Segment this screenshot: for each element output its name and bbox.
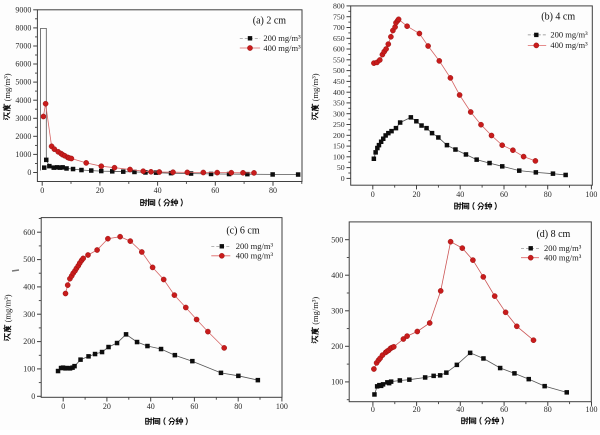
svg-text:100: 100 (331, 378, 343, 387)
svg-text:500: 500 (23, 255, 35, 264)
svg-text:(c) 6 cm: (c) 6 cm (226, 226, 260, 237)
svg-text:400: 400 (331, 271, 343, 280)
svg-text:500: 500 (333, 66, 345, 75)
svg-text:400 mg/m³: 400 mg/m³ (550, 40, 588, 50)
svg-text:600: 600 (23, 228, 35, 237)
svg-text:5000: 5000 (15, 78, 31, 87)
svg-text:400: 400 (23, 283, 35, 292)
svg-text:80: 80 (234, 402, 242, 411)
svg-text:60: 60 (500, 405, 508, 414)
svg-text:600: 600 (333, 45, 345, 54)
svg-text:7000: 7000 (15, 42, 31, 51)
svg-text:200: 200 (333, 131, 345, 140)
svg-text:650: 650 (333, 34, 345, 43)
svg-text:100: 100 (333, 152, 345, 161)
svg-text:100: 100 (586, 405, 598, 414)
svg-text:2000: 2000 (15, 132, 31, 141)
svg-text:200 mg/m³: 200 mg/m³ (263, 33, 301, 43)
svg-text:1000: 1000 (15, 150, 31, 159)
svg-text:(d) 8 cm: (d) 8 cm (536, 229, 570, 240)
svg-text:8000: 8000 (15, 24, 31, 33)
svg-text:(a) 2 cm: (a) 2 cm (253, 16, 287, 27)
svg-text:0: 0 (61, 402, 65, 411)
svg-text:60: 60 (190, 402, 198, 411)
svg-text:0: 0 (371, 405, 375, 414)
svg-text:40: 40 (456, 190, 464, 199)
svg-text:100: 100 (23, 365, 35, 374)
svg-text:60: 60 (211, 186, 219, 195)
svg-text:150: 150 (333, 142, 345, 151)
svg-text:40: 40 (456, 405, 464, 414)
svg-text:200 mg/m³: 200 mg/m³ (550, 30, 588, 40)
svg-text:60: 60 (500, 190, 508, 199)
svg-text:80: 80 (544, 190, 552, 199)
svg-text:80: 80 (269, 186, 277, 195)
svg-text:0: 0 (341, 174, 345, 183)
svg-text:(mg/m³): (mg/m³) (2, 73, 12, 101)
svg-text:450: 450 (333, 77, 345, 86)
svg-text:300: 300 (331, 306, 343, 315)
svg-text:200 mg/m³: 200 mg/m³ (544, 243, 582, 253)
svg-text:4000: 4000 (15, 96, 31, 105)
svg-text:(b) 4 cm: (b) 4 cm (541, 12, 575, 23)
svg-text:400 mg/m³: 400 mg/m³ (236, 251, 274, 261)
svg-text:40: 40 (147, 402, 155, 411)
svg-text:50: 50 (337, 163, 345, 172)
svg-text:20: 20 (413, 190, 421, 199)
svg-text:80: 80 (544, 405, 552, 414)
svg-text:800: 800 (333, 2, 345, 11)
svg-text:0: 0 (31, 392, 35, 401)
svg-text:0: 0 (371, 190, 375, 199)
svg-text:300: 300 (333, 109, 345, 118)
svg-text:9000: 9000 (15, 5, 31, 14)
svg-text:400 mg/m³: 400 mg/m³ (544, 253, 582, 263)
svg-text:20: 20 (413, 405, 421, 414)
svg-text:350: 350 (333, 99, 345, 108)
svg-text:500: 500 (331, 235, 343, 244)
svg-text:100: 100 (276, 402, 288, 411)
svg-text:550: 550 (333, 55, 345, 64)
svg-text:(mg/m³): (mg/m³) (310, 297, 320, 325)
svg-text:200: 200 (331, 342, 343, 351)
svg-text:40: 40 (154, 186, 162, 195)
svg-text:(mg/m³): (mg/m³) (2, 294, 12, 322)
svg-text:750: 750 (333, 12, 345, 21)
svg-text:0: 0 (40, 186, 44, 195)
svg-text:250: 250 (333, 120, 345, 129)
svg-text:400 mg/m³: 400 mg/m³ (263, 43, 301, 53)
svg-text:300: 300 (23, 310, 35, 319)
svg-text:20: 20 (103, 402, 111, 411)
svg-text:6000: 6000 (15, 60, 31, 69)
svg-text:200 mg/m³: 200 mg/m³ (236, 241, 274, 251)
svg-text:100: 100 (585, 190, 597, 199)
svg-text:3000: 3000 (15, 114, 31, 123)
svg-text:700: 700 (333, 23, 345, 32)
svg-text:(mg/m³): (mg/m³) (310, 73, 320, 101)
svg-text:200: 200 (23, 337, 35, 346)
svg-text:0: 0 (27, 168, 31, 177)
svg-text:400: 400 (333, 88, 345, 97)
svg-text:20: 20 (96, 186, 104, 195)
